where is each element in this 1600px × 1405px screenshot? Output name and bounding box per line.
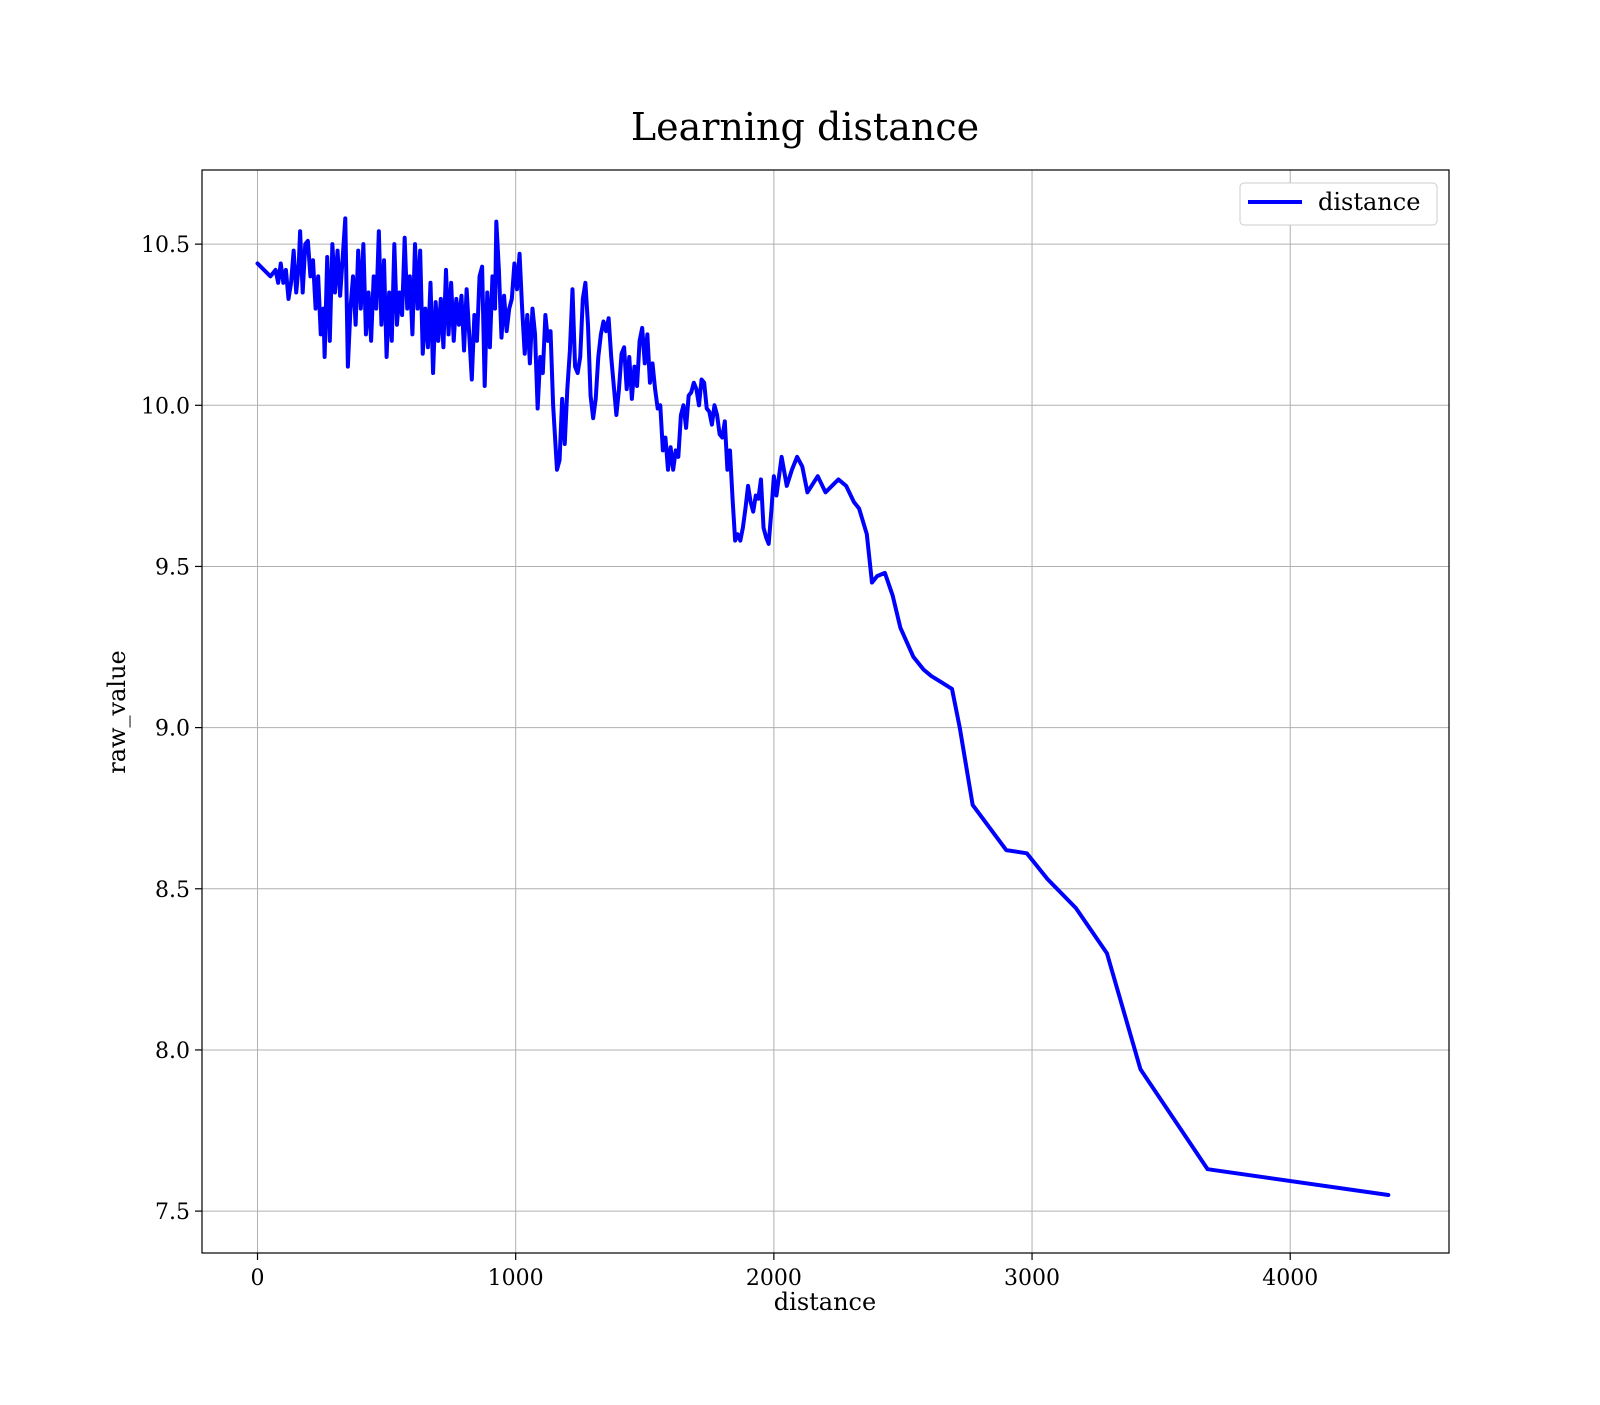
y-tick-label: 9.0	[155, 717, 190, 742]
x-tick-label: 3000	[1004, 1266, 1060, 1291]
legend: distance	[1239, 182, 1438, 226]
x-tick-label: 0	[251, 1266, 265, 1291]
x-tick-label: 2000	[746, 1266, 802, 1291]
y-tick-label: 10.5	[141, 233, 190, 258]
plot-frame	[201, 169, 1450, 1254]
y-tick-label: 8.5	[155, 878, 190, 903]
x-tick-label: 4000	[1262, 1266, 1318, 1291]
y-axis-ticks: 7.5 8.0 8.5 9.0 9.5 10.0 10.5	[141, 233, 202, 1225]
series-line-distance	[255, 216, 1391, 1197]
legend-box	[1239, 182, 1438, 226]
x-tick-label: 1000	[488, 1266, 544, 1291]
grid-lines	[202, 170, 1449, 1253]
y-tick-label: 9.5	[155, 555, 190, 580]
chart-title: Learning distance	[631, 105, 979, 149]
x-axis-ticks: 0 1000 2000 3000 4000	[251, 1253, 1318, 1291]
y-tick-label: 8.0	[155, 1039, 190, 1064]
y-tick-label: 10.0	[141, 394, 190, 419]
y-axis-label: raw_value	[103, 650, 131, 774]
x-axis-label: distance	[774, 1288, 876, 1316]
series-group	[255, 216, 1391, 1197]
y-tick-label: 7.5	[155, 1200, 190, 1225]
legend-label: distance	[1318, 188, 1420, 216]
